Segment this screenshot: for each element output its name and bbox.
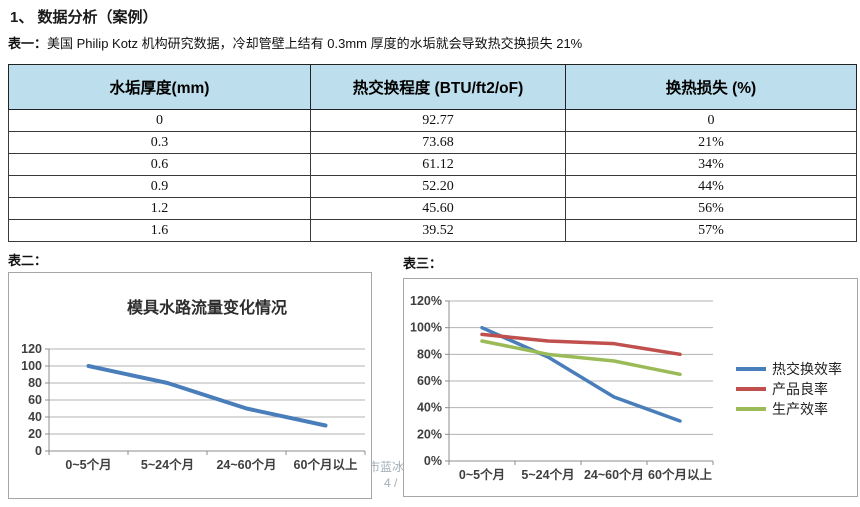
y-tick-label: 40% bbox=[417, 401, 442, 415]
table-row: 0.3 73.68 21% bbox=[8, 131, 857, 154]
table-cell: 61.12 bbox=[310, 153, 566, 176]
table-row: 0.9 52.20 44% bbox=[8, 175, 857, 198]
y-tick-label: 120 bbox=[21, 342, 42, 356]
table-cell: 73.68 bbox=[310, 131, 566, 154]
table-cell: 56% bbox=[565, 197, 857, 220]
y-tick-label: 120% bbox=[410, 294, 442, 308]
x-tick-label: 0~5个月 bbox=[459, 467, 505, 482]
table-cell: 52.20 bbox=[310, 175, 566, 198]
table-cell: 92.77 bbox=[310, 109, 566, 132]
table-cell: 45.60 bbox=[310, 197, 566, 220]
table-row: 0.6 61.12 34% bbox=[8, 153, 857, 176]
legend-label: 生产效率 bbox=[772, 401, 828, 418]
chart-title: 模具水路流量变化情况 bbox=[127, 298, 287, 317]
table3-label: 表三： bbox=[403, 256, 443, 271]
table-header-cell: 水垢厚度(mm) bbox=[8, 64, 311, 110]
series-line-0 bbox=[86, 364, 328, 428]
y-tick-label: 20 bbox=[28, 427, 42, 441]
series-line-0 bbox=[480, 325, 682, 423]
table-body: 0 92.77 0 0.3 73.68 21% 0.6 61.12 34% 0.9 52.20 44%… bbox=[8, 109, 857, 242]
table-cell: 57% bbox=[565, 219, 857, 242]
table-row: 1.6 39.52 57% bbox=[8, 219, 857, 242]
table-cell: 34% bbox=[565, 153, 857, 176]
y-tick-label: 100% bbox=[410, 321, 442, 335]
table-header-cell: 热交换程度 (BTU/ft2/oF) bbox=[310, 64, 566, 110]
y-tick-label: 0% bbox=[424, 454, 442, 468]
table1-caption: 表一：美国 Philip Kotz 机构研究数据，冷却管壁上结有 0.3mm 厚… bbox=[8, 33, 582, 52]
x-tick-label: 5~24个月 bbox=[141, 457, 194, 472]
table-cell: 0 bbox=[565, 109, 857, 132]
table2-label: 表二： bbox=[8, 253, 48, 268]
table-row: 1.2 45.60 56% bbox=[8, 197, 857, 220]
x-tick-label: 0~5个月 bbox=[65, 457, 111, 472]
x-tick-label: 24~60个月 bbox=[584, 467, 644, 482]
page-title: 1、 数据分析（案例） bbox=[10, 9, 158, 26]
legend-label: 热交换效率 bbox=[772, 361, 842, 378]
table-cell: 1.2 bbox=[8, 197, 311, 220]
scale-loss-table: 水垢厚度(mm) 热交换程度 (BTU/ft2/oF) 换热损失 (%) 0 92.7… bbox=[8, 64, 857, 242]
page-number: 4 / bbox=[384, 476, 398, 490]
table-cell: 39.52 bbox=[310, 219, 566, 242]
table-cell: 0.9 bbox=[8, 175, 311, 198]
y-tick-label: 60 bbox=[28, 393, 42, 407]
y-tick-label: 60% bbox=[417, 374, 442, 388]
x-tick-label: 24~60个月 bbox=[216, 457, 276, 472]
series-line-2 bbox=[480, 339, 682, 377]
y-tick-label: 0 bbox=[35, 444, 42, 458]
x-tick-label: 60个月以上 bbox=[294, 457, 358, 472]
table2-chart-box: 0 20 40 60 80 100 120 0~5个月 5~24个月 24~60个月 60个月以上 模… bbox=[8, 272, 372, 499]
table1-caption-text: 美国 Philip Kotz 机构研究数据，冷却管壁上结有 0.3mm 厚度的水… bbox=[47, 36, 583, 51]
table-row: 0 92.77 0 bbox=[8, 109, 857, 132]
table-cell: 21% bbox=[565, 131, 857, 154]
flow-change-chart: 0 20 40 60 80 100 120 0~5个月 5~24个月 24~60个月 60个月以上 模… bbox=[21, 298, 366, 472]
y-tick-label: 80 bbox=[28, 376, 42, 390]
table-cell: 1.6 bbox=[8, 219, 311, 242]
efficiency-chart: 0% 20% 40% 60% 80% 100% 120% 0~5个月 5~24个月 24~60个月… bbox=[410, 294, 842, 482]
legend-label: 产品良率 bbox=[772, 381, 828, 398]
y-tick-label: 100 bbox=[21, 359, 42, 373]
table1-label: 表一： bbox=[8, 36, 48, 51]
table-cell: 0.6 bbox=[8, 153, 311, 176]
table3-chart-box: 0% 20% 40% 60% 80% 100% 120% 0~5个月 5~24个月 24~60个月… bbox=[403, 278, 858, 497]
table-cell: 44% bbox=[565, 175, 857, 198]
table-cell: 0 bbox=[8, 109, 311, 132]
x-tick-label: 60个月以上 bbox=[648, 467, 712, 482]
y-tick-label: 40 bbox=[28, 410, 42, 424]
table-header-cell: 换热损失 (%) bbox=[565, 64, 857, 110]
y-tick-label: 20% bbox=[417, 427, 442, 441]
y-tick-label: 80% bbox=[417, 347, 442, 361]
table-cell: 0.3 bbox=[8, 131, 311, 154]
series-line-1 bbox=[480, 332, 682, 357]
table-header-row: 水垢厚度(mm) 热交换程度 (BTU/ft2/oF) 换热损失 (%) bbox=[8, 64, 857, 110]
x-tick-label: 5~24个月 bbox=[521, 467, 574, 482]
